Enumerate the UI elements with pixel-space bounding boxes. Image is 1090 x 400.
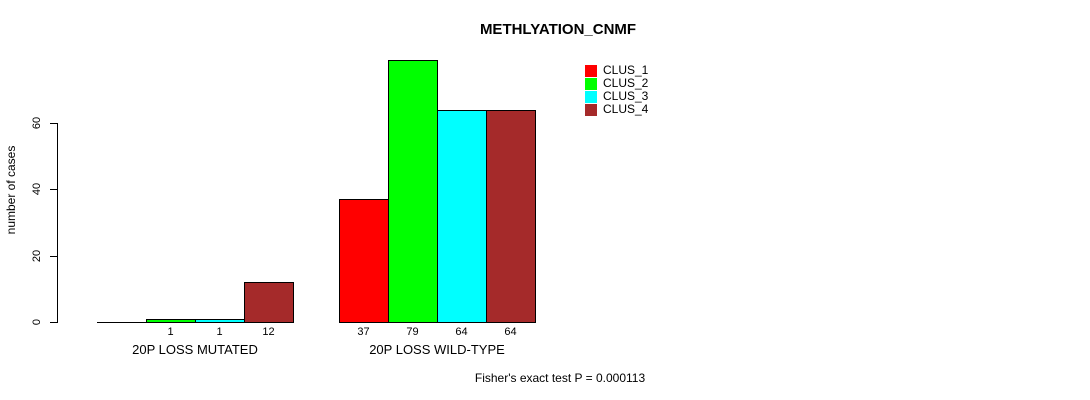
legend-row: CLUS_4	[585, 103, 648, 116]
y-axis-tick	[50, 189, 57, 190]
legend-row: CLUS_2	[585, 77, 648, 90]
legend-swatch-clus-1	[585, 64, 597, 77]
y-axis-tick	[50, 256, 57, 257]
bar-clus-2-group-2	[388, 60, 438, 323]
bar-clus-3-group-1	[195, 319, 245, 323]
bar-value-label: 37	[357, 326, 370, 338]
bar-value-label: 12	[262, 326, 275, 338]
bar-clus-2-group-1	[146, 319, 196, 323]
fisher-test-annotation: Fisher's exact test P = 0.000113	[474, 371, 646, 385]
legend: CLUS_1 CLUS_2 CLUS_3 CLUS_4	[585, 64, 648, 116]
y-axis-tick-label: 40	[31, 182, 43, 196]
group-label: 20P LOSS WILD-TYPE	[369, 342, 505, 357]
group-label: 20P LOSS MUTATED	[132, 342, 258, 357]
legend-label: CLUS_2	[603, 76, 649, 90]
bar-value-label: 64	[504, 326, 517, 338]
bar-clus-1-group-2	[339, 199, 389, 323]
legend-row: CLUS_3	[585, 90, 648, 103]
y-axis-tick-label: 20	[31, 249, 43, 263]
legend-row: CLUS_1	[585, 64, 648, 77]
legend-label: CLUS_1	[603, 63, 649, 77]
y-axis-tick-label: 60	[31, 116, 43, 130]
chart-title: METHLYATION_CNMF	[479, 21, 637, 38]
bar-clus-4-group-1	[244, 282, 294, 323]
legend-label: CLUS_4	[603, 102, 649, 116]
y-axis-tick	[50, 123, 57, 124]
bar-value-label: 1	[167, 326, 174, 338]
y-axis-tick	[50, 322, 57, 323]
bar-clus-1-group-1	[97, 322, 147, 323]
y-axis-label: number of cases	[4, 145, 18, 235]
y-axis-line	[57, 123, 58, 323]
legend-swatch-clus-4	[585, 103, 597, 116]
bar-value-label: 79	[406, 326, 419, 338]
y-axis-tick-label: 0	[31, 318, 43, 326]
bar-value-label: 64	[455, 326, 468, 338]
legend-swatch-clus-3	[585, 90, 597, 103]
bar-clus-3-group-2	[437, 110, 487, 323]
legend-swatch-clus-2	[585, 77, 597, 90]
bar-value-label: 1	[216, 326, 223, 338]
bar-clus-4-group-2	[486, 110, 536, 323]
legend-label: CLUS_3	[603, 89, 649, 103]
